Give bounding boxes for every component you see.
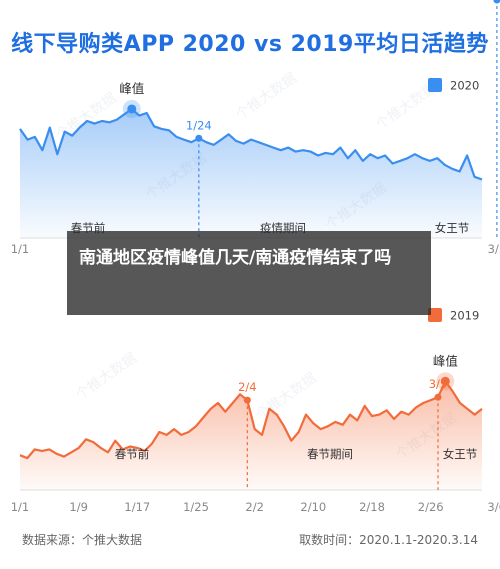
- chart1-legend-swatch: [428, 78, 442, 92]
- chart2-legend-label: 2019: [450, 309, 479, 323]
- chart2-region-label: 春节期间: [307, 447, 353, 461]
- chart1-x-tick-label: 1/1: [11, 242, 30, 256]
- chart2-x-tick-label: 2/18: [359, 500, 385, 514]
- chart1-marker-label: 1/24: [186, 118, 212, 132]
- chart2-x-tick-label: 3/6: [487, 500, 500, 514]
- chart2-marker-label: 2/4: [238, 380, 257, 394]
- data-period: 取数时间：2020.1.1-2020.3.14: [299, 533, 478, 547]
- chart2-x-tick-label: 2/10: [300, 500, 326, 514]
- chart1-peak-label: 峰值: [119, 81, 144, 96]
- chart1-peak-point: [127, 104, 137, 114]
- chart2-x-tick-label: 1/9: [69, 500, 88, 514]
- chart2-x-tick-label: 1/25: [183, 500, 209, 514]
- overlay-caption: 南通地区疫情峰值几天/南通疫情结束了吗: [67, 231, 431, 315]
- chart1-region-label: 女王节: [435, 221, 470, 235]
- chart1-marker-point: [493, 0, 500, 4]
- chart2-region-label: 女王节: [443, 447, 478, 461]
- watermark-text: 个推大数据: [233, 70, 300, 123]
- chart2-peak-label: 峰值: [433, 353, 458, 368]
- chart1-area: [20, 109, 482, 238]
- chart2-marker-point: [434, 393, 442, 401]
- chart2-x-tick-label: 2/26: [418, 500, 444, 514]
- chart-title: 线下导购类APP 2020 vs 2019平均日活趋势: [11, 32, 489, 57]
- chart1-series-line-2020: [19, 107, 483, 181]
- chart2-x-tick-label: 1/1: [11, 500, 30, 514]
- data-source: 数据来源：个推大数据: [22, 533, 143, 547]
- chart2-marker-point: [243, 396, 251, 404]
- watermark-text: 个推大数据: [73, 350, 140, 403]
- chart1-legend-label: 2020: [450, 79, 479, 93]
- watermark-text: 个推大数据: [253, 370, 320, 423]
- chart1-marker-label: 3/5: [488, 0, 500, 3]
- chart2-x-tick-label: 1/17: [124, 500, 150, 514]
- chart1-marker-point: [195, 134, 203, 142]
- chart2-series-line-2019: [19, 380, 483, 460]
- chart2-region-label: 春节前: [115, 447, 150, 461]
- chart2-legend-swatch: [428, 308, 442, 322]
- chart1-x-tick-label: 3/5: [488, 242, 500, 256]
- chart2-x-tick-label: 2/2: [245, 500, 264, 514]
- chart2-peak-point: [440, 376, 450, 386]
